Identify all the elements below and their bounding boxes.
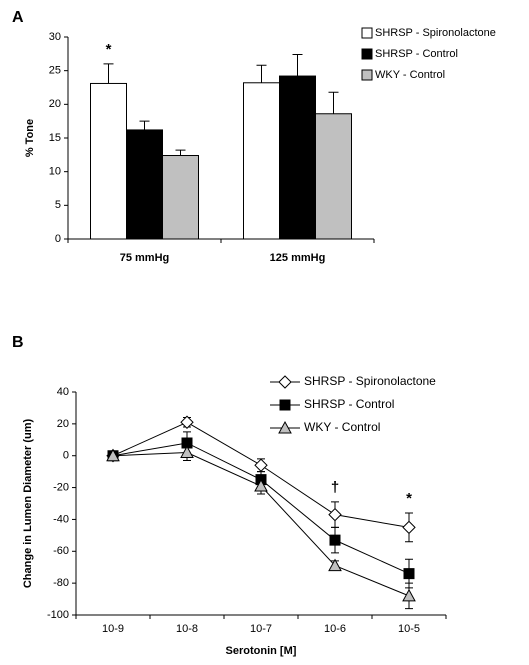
annotation: † [331,479,339,496]
bar [90,82,127,240]
y-tick-label: -20 [53,481,69,493]
error-bar [175,149,186,156]
legend-label: SHRSP - Spironolactone [304,374,436,388]
y-tick-label: 40 [57,386,69,398]
legend-label: SHRSP - Control [304,397,394,411]
marker [254,458,268,472]
legend-swatch [361,69,373,81]
y-tick-label: 10 [49,166,61,178]
marker [328,558,342,572]
x-tick-label: 75 mmHg [120,252,170,264]
panel-label: A [12,9,24,26]
bar [243,82,280,240]
y-tick-label: 20 [57,418,69,430]
bar [126,129,163,240]
legend-label: SHRSP - Control [375,48,458,60]
marker [402,520,416,535]
bar [162,155,199,240]
marker [329,534,341,546]
marker [279,399,291,411]
marker [180,445,194,459]
y-tick-label: -80 [53,577,69,589]
y-tick-label: 0 [63,450,69,462]
annotation: * [106,41,112,58]
x-tick-label: 10-9 [102,623,124,635]
marker [278,375,292,389]
x-tick-label: 10-7 [250,623,272,635]
legend-swatch [361,48,373,60]
marker [402,588,416,602]
y-tick-label: 20 [49,98,61,110]
y-tick-label: -100 [47,609,69,621]
y-axis-label: % Tone [24,119,36,157]
y-tick-label: 30 [49,31,61,43]
legend-label: WKY - Control [304,420,380,434]
marker [106,448,120,462]
marker [278,420,292,434]
x-tick-label: 10-6 [324,623,346,635]
y-tick-label: -60 [53,545,69,557]
bar [315,113,352,240]
y-tick-label: 0 [55,233,61,245]
marker [180,415,194,429]
legend-swatch [361,27,373,39]
y-axis-label: Change in Lumen Diameter (um) [22,419,34,589]
panel-label: B [12,334,24,351]
x-axis-label: Serotonin [M] [226,645,297,657]
marker [403,568,415,580]
marker [181,437,193,449]
legend-label: WKY - Control [375,69,445,81]
y-tick-label: 5 [55,199,61,211]
x-tick-label: 125 mmHg [270,252,326,264]
error-bar [328,91,339,114]
marker [254,478,268,492]
bar [279,75,316,240]
error-bar [103,63,114,84]
x-tick-label: 10-8 [176,623,198,635]
error-bar [292,54,303,77]
legend-label: SHRSP - Spironolactone [375,27,496,39]
annotation: * [406,490,412,507]
y-tick-label: 25 [49,65,61,77]
y-tick-label: 15 [49,132,61,144]
error-bar [256,64,267,83]
y-tick-label: -40 [53,513,69,525]
error-bar [139,120,150,130]
marker [328,507,342,522]
x-tick-label: 10-5 [398,623,420,635]
